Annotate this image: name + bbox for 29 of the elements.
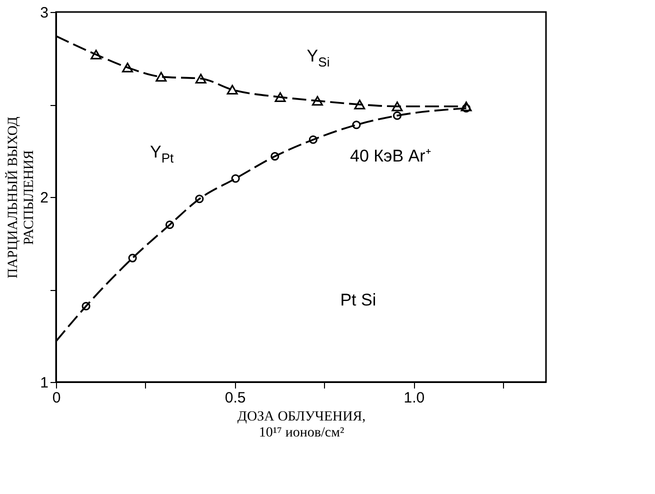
- y-tick-label: 1: [40, 374, 48, 392]
- annotation: 40 КэВ Ar⁺: [350, 146, 432, 166]
- point: [392, 111, 402, 120]
- x-tick-label: 1.0: [404, 390, 425, 406]
- y-tick-label: 2: [40, 190, 48, 206]
- point: [352, 120, 361, 130]
- point: [392, 101, 403, 112]
- point: [90, 50, 102, 60]
- point: [231, 174, 240, 183]
- point: [195, 74, 206, 84]
- point: [156, 72, 167, 82]
- point: [165, 220, 174, 230]
- y-axis-title: ПАРЦИАЛЬНЫЙ ВЫХОД РАСПЫЛЕНИЯ: [5, 116, 38, 278]
- x-tick-label: 0: [52, 390, 61, 406]
- x-axis-title: ДОЗА ОБЛУЧЕНИЯ, 10¹⁷ ионов/см²: [237, 410, 366, 440]
- point: [460, 101, 472, 112]
- point: [270, 152, 280, 161]
- point: [195, 194, 204, 204]
- point: [128, 254, 137, 262]
- point: [226, 84, 238, 95]
- point: [312, 96, 323, 106]
- point: [122, 62, 134, 72]
- point: [274, 92, 286, 102]
- point: [308, 135, 318, 144]
- point: [354, 100, 366, 110]
- y-tick-label: 3: [40, 4, 48, 22]
- x-tick-label: 0.5: [224, 390, 246, 406]
- annotation: Pt Si: [340, 290, 376, 310]
- point: [82, 302, 90, 310]
